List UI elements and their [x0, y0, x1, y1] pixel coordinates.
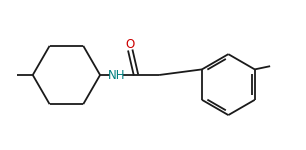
- Text: O: O: [125, 38, 135, 51]
- Text: NH: NH: [108, 69, 125, 81]
